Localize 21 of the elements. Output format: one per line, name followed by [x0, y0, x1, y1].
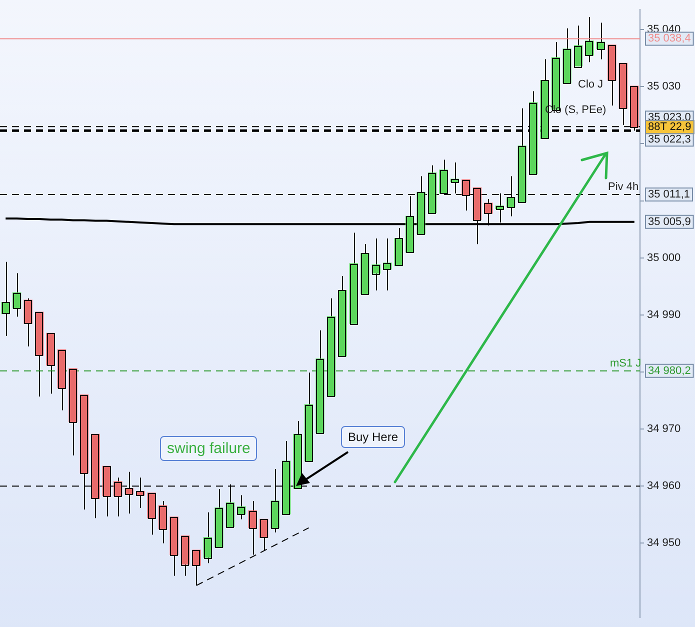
annotation: Buy Here	[341, 426, 406, 448]
ref-line-label: 35 011,1	[648, 188, 690, 201]
text: 88T 22,9	[648, 121, 692, 134]
annotation: swing failure	[160, 436, 258, 461]
text: 35 005,9	[648, 216, 691, 228]
ref-line-label: 34 980,2	[648, 364, 691, 377]
y-tick-label: 34 990	[647, 308, 681, 321]
y-tick-label: 35 030	[647, 80, 681, 93]
annotation: Clo (S, PEe)	[545, 104, 606, 116]
y-tick-label: 34 950	[647, 537, 681, 550]
candlestick	[383, 238, 392, 291]
annotation: mS1 J	[610, 357, 642, 370]
y-tick-label: 34 960	[647, 480, 681, 492]
candlestick	[585, 16, 594, 63]
y-tick-label: 34 970	[647, 423, 681, 436]
y-tick-label: 35 000	[647, 252, 681, 264]
candlestick	[1, 261, 10, 337]
annotation: Clo J	[578, 78, 604, 91]
ref-line-label: 35 022,3	[648, 134, 691, 146]
annotation: Piv 4h	[608, 181, 639, 194]
ref-line-label: 35 038,4	[648, 32, 691, 45]
